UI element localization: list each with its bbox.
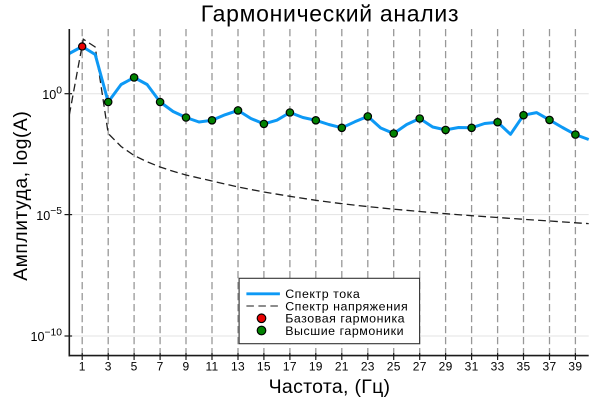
svg-text:29: 29 <box>439 360 453 374</box>
svg-text:37: 37 <box>543 360 557 374</box>
svg-text:17: 17 <box>283 360 297 374</box>
svg-text:5: 5 <box>131 360 138 374</box>
svg-text:13: 13 <box>231 360 245 374</box>
svg-text:9: 9 <box>183 360 190 374</box>
svg-text:1: 1 <box>79 360 86 374</box>
svg-text:33: 33 <box>491 360 505 374</box>
svg-text:Спектр напряжения: Спектр напряжения <box>285 299 408 313</box>
svg-text:23: 23 <box>361 360 375 374</box>
svg-text:25: 25 <box>387 360 401 374</box>
svg-text:Амплитуда, log(A): Амплитуда, log(A) <box>11 111 32 281</box>
svg-text:11: 11 <box>205 360 218 374</box>
svg-text:7: 7 <box>157 360 164 374</box>
svg-text:21: 21 <box>335 360 349 374</box>
svg-text:39: 39 <box>568 360 582 374</box>
svg-text:19: 19 <box>309 360 323 374</box>
svg-text:Гармонический анализ: Гармонический анализ <box>201 0 459 26</box>
svg-text:10−5: 10−5 <box>36 206 62 223</box>
svg-text:100: 100 <box>42 85 62 102</box>
svg-text:35: 35 <box>517 360 531 374</box>
svg-text:Высшие гармоники: Высшие гармоники <box>285 324 404 338</box>
svg-text:Спектр тока: Спектр тока <box>285 287 360 301</box>
svg-text:10−10: 10−10 <box>31 328 63 345</box>
svg-text:31: 31 <box>465 360 479 374</box>
svg-text:27: 27 <box>413 360 427 374</box>
svg-text:15: 15 <box>257 360 271 374</box>
svg-text:3: 3 <box>105 360 112 374</box>
svg-text:Базовая гармоника: Базовая гармоника <box>285 312 405 326</box>
svg-text:Частота, (Гц): Частота, (Гц) <box>269 376 391 398</box>
